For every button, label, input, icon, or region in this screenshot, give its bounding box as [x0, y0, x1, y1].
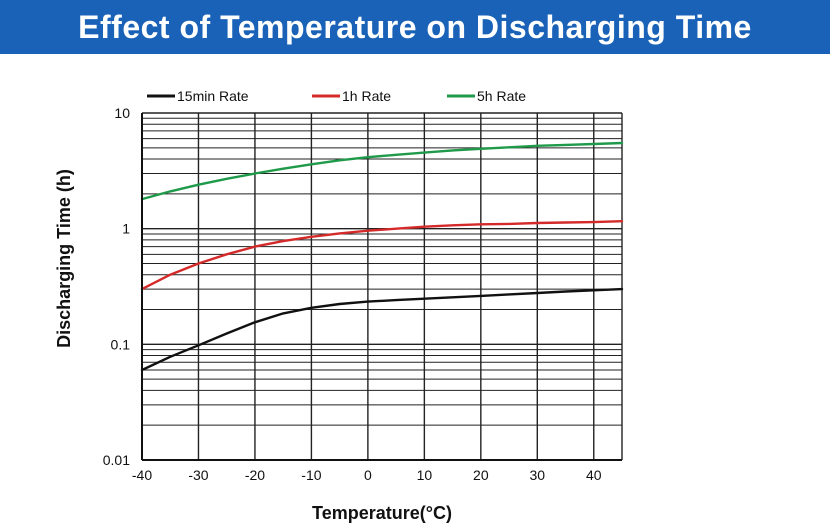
y-tick-label: 0.01: [103, 452, 130, 468]
plot-axes: [141, 113, 622, 461]
y-tick-label: 0.1: [111, 336, 131, 352]
x-tick-label: -10: [301, 467, 321, 483]
y-tick-label: 10: [114, 105, 130, 121]
x-tick-label: -30: [188, 467, 208, 483]
plot-grid: [142, 112, 623, 460]
series-line-3: [140, 141, 624, 201]
x-tick-label: -40: [132, 467, 152, 483]
legend-label: 5h Rate: [477, 88, 526, 104]
tick-labels: -40 -30 -20 -10 0 10 20 30 40 0.01 0.1 1 10: [103, 105, 602, 483]
series-lines: [140, 141, 624, 372]
chart-title: Effect of Temperature on Discharging Tim…: [78, 8, 752, 45]
x-tick-label: 0: [364, 467, 372, 483]
y-axis-label: Discharging Time (h): [54, 169, 74, 348]
series-line-1: [140, 287, 624, 372]
series-line-2: [140, 220, 624, 291]
legend-label: 1h Rate: [342, 88, 391, 104]
x-tick-label: 10: [417, 467, 433, 483]
y-tick-label: 1: [122, 221, 130, 237]
x-tick-label: 30: [530, 467, 546, 483]
chart-title-banner: Effect of Temperature on Discharging Tim…: [0, 0, 830, 54]
x-axis-label: Temperature(°C): [312, 503, 452, 523]
legend: 15min Rate 1h Rate 5h Rate: [147, 88, 526, 104]
x-tick-label: 40: [586, 467, 602, 483]
legend-label: 15min Rate: [177, 88, 249, 104]
x-tick-label: 20: [473, 467, 489, 483]
x-tick-label: -20: [245, 467, 265, 483]
